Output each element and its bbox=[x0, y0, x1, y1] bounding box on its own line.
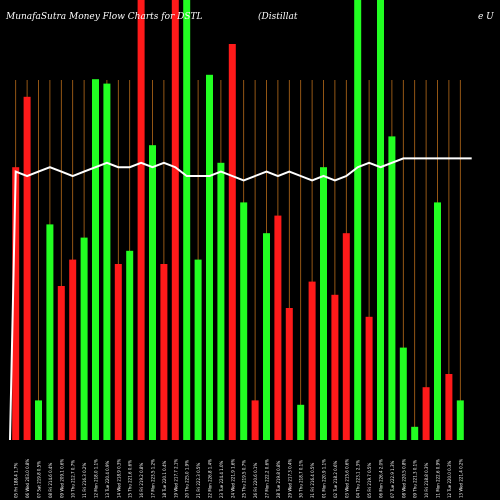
bar-up bbox=[377, 0, 384, 440]
bar-down bbox=[114, 264, 122, 440]
tick-label: 09 Wed 209.1 0.6% bbox=[59, 459, 64, 498]
tick-label: 08 Fri 214.6 0.4% bbox=[48, 463, 53, 498]
tick-label: 06 Mon 226.4 2.0% bbox=[379, 459, 384, 498]
tick-labels: 05 Fri 188.4 1.7% 06 Wed 203.0 0.8% 07 Sat… bbox=[14, 459, 464, 498]
chart-title: MunafaSutra Money Flow Charts for DSTL bbox=[5, 12, 203, 22]
bar-down bbox=[285, 308, 293, 440]
tick-label: 06 Wed 203.0 0.8% bbox=[25, 459, 30, 498]
bar-down bbox=[422, 387, 430, 440]
bar-up bbox=[126, 250, 134, 440]
tick-label: 22 Mon 226.8 1.4% bbox=[208, 459, 213, 498]
tick-label: 21 Fri 222.3 0.5% bbox=[196, 463, 201, 498]
bar-down bbox=[69, 259, 77, 440]
tick-label: 20 Thu 225.0 1.9% bbox=[185, 460, 190, 498]
bar-up bbox=[206, 74, 213, 441]
line-layer bbox=[9, 157, 472, 441]
bar-up bbox=[103, 83, 111, 440]
tick-label: 10 Fri 218.8 0.3% bbox=[424, 463, 429, 498]
bar-up bbox=[434, 202, 441, 440]
tick-label: 16 Fri 219.2 0.8% bbox=[139, 463, 144, 498]
tick-label: 30 Thu 218.7 0.1% bbox=[299, 460, 304, 498]
tick-label: 18 Tue 220.1 0.4% bbox=[162, 460, 167, 498]
bar-down bbox=[228, 44, 236, 440]
bar-down bbox=[160, 264, 168, 440]
bar-up bbox=[456, 400, 464, 440]
bar-up bbox=[388, 136, 396, 440]
tick-label: 23 Tue 224.4 1.0% bbox=[219, 460, 224, 498]
bar-down bbox=[445, 374, 453, 440]
bar-down bbox=[251, 400, 259, 440]
bar-up bbox=[240, 202, 248, 440]
tick-label: 11 Fri 216.3 0.2% bbox=[82, 463, 87, 498]
bar-down bbox=[57, 286, 65, 440]
bar-down bbox=[331, 294, 339, 440]
tick-label: 24 Wed 221.9 1.6% bbox=[230, 459, 235, 498]
tick-label: 03 Wed 215.6 0.6% bbox=[344, 459, 349, 498]
tick-label: 27 Mon 222.2 0.6% bbox=[265, 459, 270, 498]
money-flow-line bbox=[9, 157, 472, 441]
bar-up bbox=[411, 426, 419, 440]
tick-label: 17 Mon 223.5 1.2% bbox=[151, 459, 156, 498]
tick-label: 07 Sat 219.8 0.5% bbox=[37, 461, 42, 498]
tick-label: 05 Fri 219.7 0.5% bbox=[367, 463, 372, 498]
bar-up bbox=[183, 0, 191, 440]
bar-down bbox=[342, 233, 350, 440]
bar-down bbox=[274, 215, 282, 440]
tick-label: 01 Mon 220.9 1.1% bbox=[322, 459, 327, 498]
bar-down bbox=[308, 281, 316, 440]
tick-label: 08 Wed 220.5 0.8% bbox=[401, 459, 406, 498]
tick-label: 31 Fri 216.4 0.5% bbox=[310, 463, 315, 498]
bar-layer bbox=[12, 0, 464, 441]
bar-down bbox=[23, 96, 31, 441]
bar-up bbox=[217, 162, 225, 441]
tick-label: 13 Wed 221.4 0.2% bbox=[458, 459, 463, 498]
bar-up bbox=[149, 145, 156, 440]
tick-label: 11 Mon 222.6 0.9% bbox=[436, 459, 441, 498]
bar-up bbox=[92, 79, 99, 440]
tick-label: 02 Tue 218.2 0.6% bbox=[333, 460, 338, 498]
tick-label: 19 Wed 217.7 2.1% bbox=[173, 459, 178, 498]
tick-label: 09 Thu 221.3 0.1% bbox=[413, 460, 418, 498]
bar-down bbox=[12, 167, 20, 440]
bar-up bbox=[80, 237, 88, 440]
tick-label: 13 Tue 220.4 0.9% bbox=[105, 460, 110, 498]
tick-label: 15 Thu 221.6 0.6% bbox=[128, 460, 133, 498]
tick-label: 29 Wed 217.3 0.4% bbox=[287, 459, 292, 498]
tick-label: 14 Wed 218.9 0.3% bbox=[116, 459, 121, 498]
tick-label: 04 Thu 223.1 2.3% bbox=[356, 460, 361, 498]
tick-label: 07 Tue 222.9 1.3% bbox=[390, 460, 395, 498]
tick-label: 05 Fri 188.4 1.7% bbox=[14, 463, 19, 498]
bar-up bbox=[320, 167, 327, 440]
bar-up bbox=[35, 400, 42, 440]
bar-up bbox=[263, 233, 270, 440]
bar-down bbox=[365, 316, 373, 440]
bar-down bbox=[137, 0, 145, 440]
bar-down bbox=[171, 0, 179, 440]
tick-label: 12 Tue 220.0 0.3% bbox=[447, 460, 452, 498]
tick-label: 10 Thu 212.7 0.7% bbox=[71, 460, 76, 498]
tick-label: 26 Fri 220.6 0.1% bbox=[253, 463, 258, 498]
bar-up bbox=[46, 224, 54, 440]
tick-label: 28 Tue 219.8 0.8% bbox=[276, 460, 281, 498]
chart-title-end: e U bbox=[478, 12, 494, 22]
bar-up bbox=[399, 347, 407, 440]
tick-label: 25 Thu 219.5 0.7% bbox=[242, 460, 247, 498]
bar-up bbox=[354, 0, 362, 440]
bar-up bbox=[194, 259, 202, 440]
tick-label: 12 Mon 218.0 1.1% bbox=[94, 459, 99, 498]
chart-title-continued: (Distillat bbox=[258, 11, 298, 22]
bar-up bbox=[297, 404, 305, 440]
